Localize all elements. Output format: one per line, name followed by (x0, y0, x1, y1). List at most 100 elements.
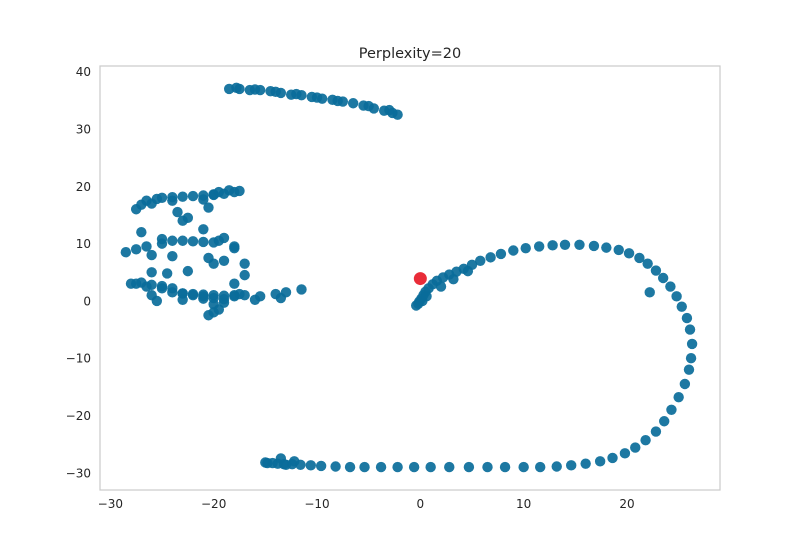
x-tick-label: −20 (201, 497, 226, 511)
x-tick-label: 0 (417, 497, 425, 511)
data-point (198, 293, 209, 304)
data-point (213, 304, 225, 315)
data-point (167, 195, 178, 206)
x-tick-label: −10 (304, 497, 329, 511)
data-point (630, 442, 641, 453)
data-point (601, 242, 612, 253)
data-point (681, 312, 693, 324)
x-tick-label: 20 (619, 497, 634, 511)
data-point (270, 86, 281, 97)
data-point (218, 232, 230, 244)
data-point (275, 292, 287, 304)
data-point (363, 100, 374, 112)
data-point (198, 224, 209, 235)
data-point (588, 240, 600, 252)
data-point (676, 301, 687, 312)
data-point (462, 265, 474, 277)
data-point (167, 235, 178, 246)
data-point (408, 461, 420, 473)
data-point (640, 434, 651, 446)
data-point (574, 239, 585, 250)
y-tick-label: 40 (76, 65, 91, 79)
data-point (375, 461, 387, 473)
y-tick-label: 0 (83, 294, 91, 308)
highlight-points (413, 272, 427, 286)
data-point (260, 457, 271, 468)
data-point (613, 244, 624, 256)
data-point (359, 461, 370, 473)
data-point (657, 272, 669, 284)
data-point (619, 448, 631, 459)
data-point (673, 391, 684, 403)
data-point (499, 461, 511, 473)
data-point (642, 258, 653, 269)
data-point (683, 364, 695, 375)
data-point (495, 248, 507, 260)
data-point (239, 258, 250, 269)
data-point (551, 461, 562, 472)
data-point (685, 353, 697, 364)
data-point (482, 461, 493, 473)
data-point (146, 267, 157, 278)
data-point (296, 284, 307, 295)
data-point (239, 289, 250, 301)
data-point (203, 252, 214, 264)
data-point (156, 280, 168, 292)
data-point (234, 185, 245, 197)
data-point (167, 251, 178, 262)
data-point (146, 249, 157, 261)
data-point (231, 82, 242, 93)
y-tick-label: 30 (76, 123, 91, 137)
data-point (508, 245, 519, 256)
data-point (146, 289, 157, 301)
data-point (580, 458, 591, 469)
data-point (198, 236, 209, 248)
y-tick-label: −20 (66, 409, 91, 423)
data-point (156, 192, 168, 203)
y-axis-ticks: −30 −20 −10 0 10 20 30 40 (66, 65, 91, 480)
data-point (161, 268, 173, 279)
data-point (223, 185, 235, 196)
data-point (136, 277, 147, 288)
data-point (177, 294, 188, 305)
data-point (547, 240, 558, 251)
data-point (659, 416, 670, 427)
data-point (686, 338, 698, 350)
data-point (130, 244, 142, 255)
y-tick-label: −30 (66, 466, 91, 480)
data-point (594, 456, 606, 467)
data-point (280, 459, 292, 470)
y-tick-label: 20 (76, 180, 91, 194)
x-tick-label: −30 (98, 497, 123, 511)
data-point (218, 255, 230, 267)
data-point (187, 236, 199, 247)
data-point (182, 265, 194, 277)
data-point (347, 98, 359, 109)
data-point (650, 265, 662, 276)
data-point (187, 289, 199, 301)
data-point (444, 461, 455, 473)
data-point (650, 426, 662, 437)
data-point (249, 294, 261, 305)
data-point (289, 456, 300, 467)
data-point (679, 378, 691, 390)
data-point (566, 460, 577, 471)
data-point (421, 291, 432, 302)
data-point (172, 206, 183, 218)
data-point (187, 190, 199, 202)
data-point (141, 241, 152, 252)
data-point (177, 215, 188, 226)
data-point (425, 461, 436, 473)
data-point (520, 243, 531, 254)
data-point (392, 109, 403, 120)
data-point (125, 278, 137, 289)
data-point (315, 460, 327, 472)
data-point (535, 461, 546, 473)
data-point (198, 194, 209, 205)
data-point (229, 291, 240, 302)
x-axis-ticks: −30 −20 −10 0 10 20 (98, 497, 635, 511)
data-point (239, 269, 250, 281)
data-point (634, 252, 645, 264)
data-point (392, 461, 403, 473)
data-point (167, 283, 178, 294)
